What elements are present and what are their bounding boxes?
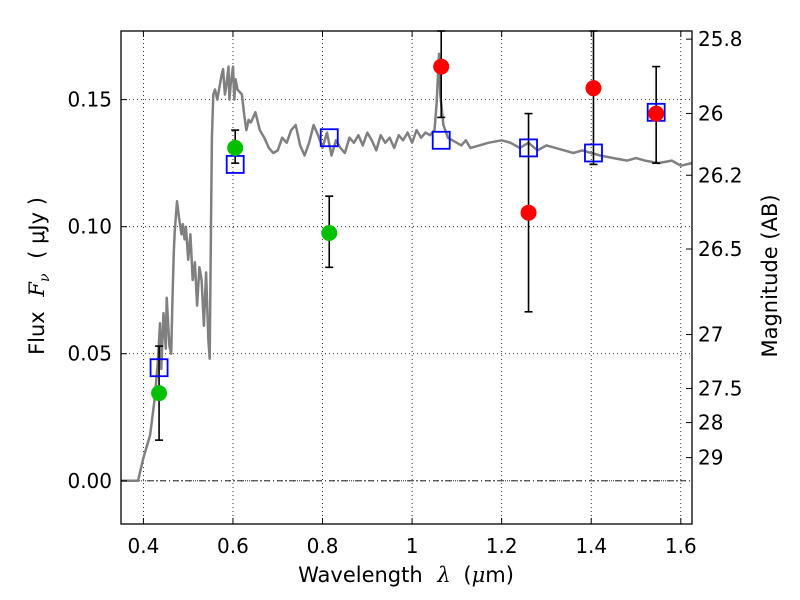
x-axis-title-unit: m) (485, 563, 514, 587)
y-tick-label: 0.05 (67, 342, 112, 366)
y-axis-title-prefix: Flux (25, 311, 49, 355)
svg-text:Flux Fν ( μJy ): Flux Fν ( μJy ) (25, 197, 54, 355)
y2-axis-title-text: Magnitude (AB) (758, 194, 782, 357)
plot-frame (120, 30, 693, 525)
y2-tick-label: 27 (698, 323, 723, 347)
y-axis-title-subscript: ν (37, 273, 53, 282)
axes: 0.4 0.6 0.8 1 1.2 1.4 1.6 0.00 0.05 0.10 0.15 25.8 2… (67, 27, 742, 558)
y-tick-label: 0.15 (67, 88, 112, 112)
red-data-point (648, 105, 665, 122)
x-tick-label: 0.4 (127, 534, 159, 558)
y-axis-title-unit: ( μJy ) (25, 197, 49, 259)
x-axis-title-symbol: λ (436, 563, 450, 587)
red-data-point (433, 58, 450, 75)
y-axis-title: Flux Fν ( μJy ) (25, 197, 54, 355)
y2-tick-label: 25.8 (698, 27, 743, 51)
model-point-square (519, 138, 538, 158)
x-tick-label: 1 (406, 534, 419, 558)
model-point-square (149, 358, 169, 378)
y2-tick-label: 28 (698, 411, 723, 435)
y2-tick-label: 26.2 (698, 163, 743, 187)
y2-tick-label: 26.5 (698, 237, 743, 261)
green-data-point (151, 385, 168, 402)
x-tick-label: 0.8 (307, 534, 339, 558)
model-point-square (225, 155, 245, 174)
plot-series (121, 30, 693, 483)
red-data-point (520, 204, 537, 221)
y-tick-label: 0.10 (67, 215, 112, 239)
y-tick-label: 0.00 (67, 469, 112, 493)
grid (121, 31, 692, 524)
x-axis-title-open: ( (463, 563, 471, 587)
y2-tick-label: 26 (698, 101, 723, 125)
green-data-point (227, 139, 244, 156)
green-data-point (321, 225, 338, 242)
svg-text:Wavelength λ (μm): Wavelength λ (μm) (298, 563, 514, 587)
model-point-square (584, 143, 603, 163)
y2-axis-title: Magnitude (AB) (758, 194, 782, 357)
x-tick-label: 1.2 (486, 534, 518, 558)
y2-tick-label: 27.5 (698, 377, 743, 401)
model-spectrum-line (121, 52, 693, 483)
red-data-point (585, 80, 602, 97)
model-point-square (319, 128, 339, 148)
x-axis-title-prefix: Wavelength (298, 563, 423, 587)
x-tick-label: 0.6 (217, 534, 249, 558)
y-axis-title-symbol: F (25, 281, 49, 298)
x-axis-title-mu: μ (472, 563, 486, 587)
x-axis-title: Wavelength λ (μm) (298, 563, 514, 587)
x-tick-label: 1.6 (665, 534, 697, 558)
y2-tick-label: 29 (698, 446, 723, 470)
x-tick-label: 1.4 (575, 534, 607, 558)
model-point-square (431, 130, 451, 150)
